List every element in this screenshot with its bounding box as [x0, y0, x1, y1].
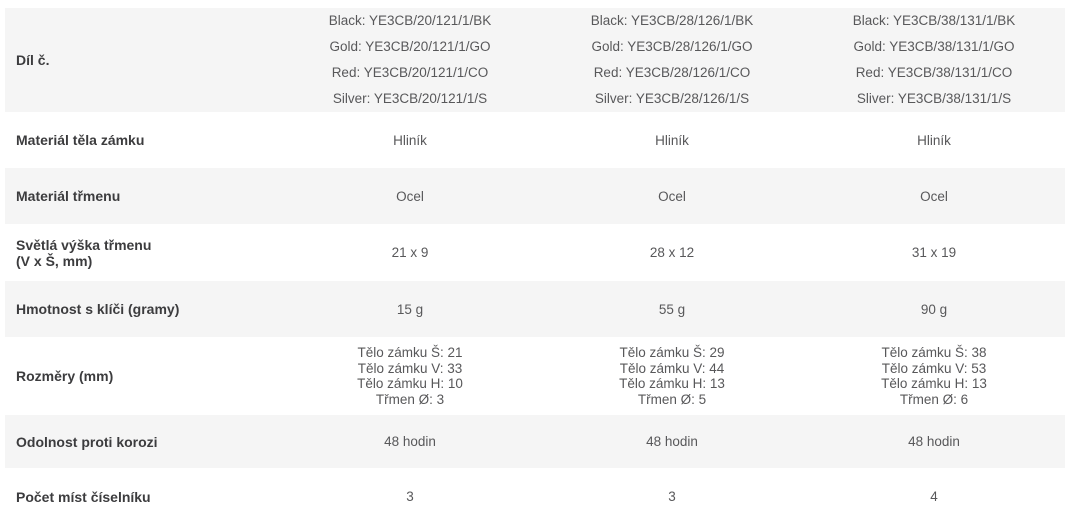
row-label: Počet míst číselníku: [5, 468, 279, 523]
part-number-line: Gold: YE3CB/28/126/1/GO: [591, 39, 753, 54]
dimension-line: Tělo zámku Š: 38: [881, 345, 987, 360]
table-row-body-material: Materiál těla zámku Hliník Hliník Hliník: [5, 112, 1065, 168]
spec-value-cell: Ocel: [803, 168, 1065, 224]
spec-value: Hliník: [917, 132, 951, 148]
spec-value: 48 hodin: [384, 434, 436, 449]
dimension-line: Tělo zámku V: 44: [619, 360, 725, 376]
table-row-dial-digits: Počet míst číselníku 3 3 4: [5, 468, 1065, 523]
part-number-line: Sliver: YE3CB/38/131/1/S: [856, 91, 1012, 106]
spec-value: 55 g: [658, 301, 686, 317]
row-label-text: Světlá výška třmenu: [16, 236, 152, 253]
dimension-line: Třmen Ø: 3: [375, 391, 445, 407]
dimensions-cell: Tělo zámku Š: 21 Tělo zámku V: 33 Tělo z…: [279, 337, 541, 415]
row-label-subtext: (V x Š, mm): [16, 252, 93, 269]
table-row-dimensions: Rozměry (mm) Tělo zámku Š: 21 Tělo zámku…: [5, 337, 1065, 415]
spec-value-cell: 4: [803, 468, 1065, 523]
table-row-part-numbers: Díl č. Black: YE3CB/20/121/1/BK Gold: YE…: [5, 8, 1065, 112]
part-numbers-cell: Black: YE3CB/38/131/1/BK Gold: YE3CB/38/…: [803, 8, 1065, 112]
part-number-line: Gold: YE3CB/38/131/1/GO: [853, 39, 1015, 54]
row-label: Materiál třmenu: [5, 168, 279, 224]
part-number-line: Silver: YE3CB/28/126/1/S: [594, 91, 750, 106]
spec-value: 4: [930, 489, 938, 504]
table-row-weight: Hmotnost s klíči (gramy) 15 g 55 g 90 g: [5, 281, 1065, 337]
dimension-line: Tělo zámku H: 13: [619, 376, 725, 391]
spec-value-cell: 3: [279, 468, 541, 523]
spec-value: 48 hodin: [646, 434, 698, 449]
dimensions-cell: Tělo zámku Š: 29 Tělo zámku V: 44 Tělo z…: [541, 337, 803, 415]
row-label-text: Rozměry (mm): [16, 368, 114, 384]
dimensions-cell: Tělo zámku Š: 38 Tělo zámku V: 53 Tělo z…: [803, 337, 1065, 415]
part-number-line: Silver: YE3CB/20/121/1/S: [332, 91, 488, 106]
row-label-text: Hmotnost s klíči (gramy): [16, 301, 180, 317]
part-number-line: Red: YE3CB/38/131/1/CO: [855, 65, 1013, 80]
dimension-line: Třmen Ø: 5: [637, 391, 707, 407]
part-number-line: Gold: YE3CB/20/121/1/GO: [329, 39, 491, 54]
part-number-line: Red: YE3CB/20/121/1/CO: [331, 65, 489, 80]
spec-value-cell: 28 x 12: [541, 224, 803, 281]
row-label-text: Díl č.: [16, 52, 50, 68]
row-label: Světlá výška třmenu (V x Š, mm): [5, 224, 279, 281]
spec-value: 31 x 19: [911, 245, 957, 260]
spec-value: 15 g: [396, 301, 424, 317]
part-number-line: Red: YE3CB/28/126/1/CO: [593, 65, 751, 80]
spec-value-cell: Ocel: [279, 168, 541, 224]
spec-value: 90 g: [920, 301, 948, 317]
spec-value: 3: [668, 489, 676, 504]
dimension-line: Tělo zámku H: 13: [881, 376, 987, 391]
row-label-text: Materiál třmenu: [16, 188, 121, 204]
spec-value: Hliník: [393, 132, 427, 148]
dimension-line: Tělo zámku V: 53: [881, 360, 987, 376]
spec-value: 21 x 9: [391, 245, 429, 260]
row-label-text: Počet míst číselníku: [16, 488, 151, 505]
dimension-line: Tělo zámku H: 10: [357, 376, 463, 391]
spec-value-cell: 31 x 19: [803, 224, 1065, 281]
table-row-shackle-material: Materiál třmenu Ocel Ocel Ocel: [5, 168, 1065, 224]
spec-value: 28 x 12: [649, 245, 695, 260]
spec-value-cell: 15 g: [279, 281, 541, 337]
spec-value: Hliník: [655, 132, 689, 148]
row-label: Hmotnost s klíči (gramy): [5, 281, 279, 337]
spec-value: 48 hodin: [908, 434, 960, 449]
row-label: Materiál těla zámku: [5, 112, 279, 168]
table-row-corrosion: Odolnost proti korozi 48 hodin 48 hodin …: [5, 415, 1065, 468]
table-row-shackle-clearance: Světlá výška třmenu (V x Š, mm) 21 x 9 2…: [5, 224, 1065, 281]
part-numbers-cell: Black: YE3CB/28/126/1/BK Gold: YE3CB/28/…: [541, 8, 803, 112]
dimension-line: Tělo zámku Š: 29: [619, 345, 725, 360]
spec-value-cell: Hliník: [803, 112, 1065, 168]
spec-value-cell: 55 g: [541, 281, 803, 337]
part-number-line: Black: YE3CB/28/126/1/BK: [590, 13, 754, 28]
spec-value-cell: 3: [541, 468, 803, 523]
dimension-line: Tělo zámku V: 33: [357, 360, 463, 376]
spec-value-cell: Ocel: [541, 168, 803, 224]
dimension-line: Třmen Ø: 6: [899, 391, 969, 407]
spec-value: Ocel: [920, 188, 948, 204]
row-label-text: Odolnost proti korozi: [16, 433, 158, 450]
product-spec-table: Díl č. Black: YE3CB/20/121/1/BK Gold: YE…: [5, 8, 1065, 523]
row-label-text: Materiál těla zámku: [16, 132, 145, 148]
spec-value: 3: [406, 489, 414, 504]
dimension-line: Tělo zámku Š: 21: [357, 345, 463, 360]
part-number-line: Black: YE3CB/20/121/1/BK: [328, 13, 492, 28]
part-numbers-cell: Black: YE3CB/20/121/1/BK Gold: YE3CB/20/…: [279, 8, 541, 112]
spec-value-cell: 48 hodin: [279, 415, 541, 468]
spec-value-cell: 48 hodin: [541, 415, 803, 468]
spec-value-cell: 90 g: [803, 281, 1065, 337]
row-label: Odolnost proti korozi: [5, 415, 279, 468]
spec-value: Ocel: [396, 188, 424, 204]
spec-value-cell: Hliník: [279, 112, 541, 168]
spec-value-cell: 48 hodin: [803, 415, 1065, 468]
row-label: Rozměry (mm): [5, 337, 279, 415]
spec-value-cell: 21 x 9: [279, 224, 541, 281]
spec-value-cell: Hliník: [541, 112, 803, 168]
part-number-line: Black: YE3CB/38/131/1/BK: [852, 13, 1016, 28]
row-label: Díl č.: [5, 8, 279, 112]
spec-value: Ocel: [658, 188, 686, 204]
